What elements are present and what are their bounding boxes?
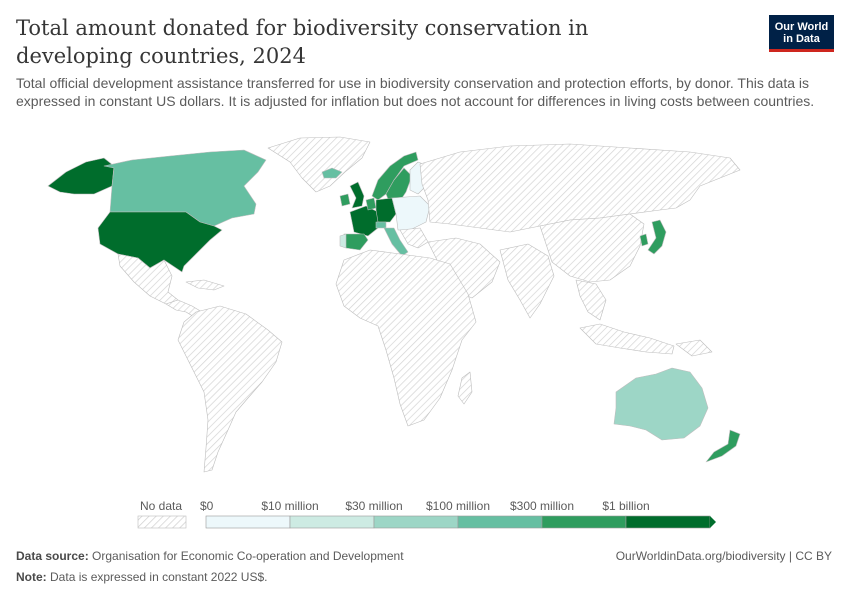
legend-bin-label: $100 million: [425, 499, 491, 513]
country-china[interactable]: [539, 213, 645, 283]
region-caribbean[interactable]: [185, 279, 225, 291]
country-switzerland[interactable]: [375, 221, 387, 229]
chart-subtitle: Total official development assistance tr…: [16, 75, 815, 109]
legend-bin-label: $0: [200, 499, 214, 513]
footer-source: Data source: Organisation for Economic C…: [16, 549, 404, 563]
legend-bin-label: $1 billion: [602, 499, 650, 513]
country-greenland[interactable]: [267, 136, 371, 193]
region-balkans[interactable]: [399, 227, 429, 249]
region-south-america[interactable]: [177, 305, 283, 473]
country-italy[interactable]: [383, 227, 409, 257]
country-canada[interactable]: [103, 149, 267, 227]
legend-swatch: [289, 515, 375, 529]
legend-arrow-tip: [710, 516, 716, 528]
country-ireland[interactable]: [339, 193, 351, 207]
source-url-link[interactable]: OurWorldinData.org/biodiversity | CC BY: [615, 549, 832, 563]
region-southeast-asia[interactable]: [575, 279, 607, 321]
legend-swatch: [457, 515, 543, 529]
legend-no-data-label: No data: [140, 499, 183, 513]
logo-line-2: in Data: [783, 33, 820, 45]
country-france[interactable]: [349, 205, 379, 237]
country-south-korea[interactable]: [639, 233, 649, 247]
region-south-asia[interactable]: [499, 243, 555, 319]
region-africa[interactable]: [335, 249, 477, 427]
country-papua-new-guinea[interactable]: [675, 339, 713, 357]
country-japan[interactable]: [647, 219, 667, 255]
region-eastern-europe[interactable]: [391, 195, 431, 231]
logo-line-1: Our World: [774, 21, 829, 33]
country-new-zealand[interactable]: [705, 429, 741, 463]
country-uk[interactable]: [349, 181, 365, 209]
legend-bin-label: $300 million: [509, 499, 575, 513]
legend-no-data-swatch: [137, 515, 187, 529]
chart-title: Total amount donated for biodiversity co…: [16, 16, 589, 68]
legend-swatch: [205, 515, 291, 529]
map-legend: [137, 515, 716, 529]
country-russia-and-central-asia[interactable]: [419, 143, 741, 233]
source-text: Organisation for Economic Co-operation a…: [92, 549, 404, 563]
region-indonesia[interactable]: [579, 323, 675, 355]
country-portugal[interactable]: [339, 233, 347, 249]
footer-note: Note: Data is expressed in constant 2022…: [16, 570, 267, 584]
country-australia[interactable]: [613, 367, 709, 441]
country-spain[interactable]: [343, 233, 369, 251]
legend-swatch: [625, 515, 711, 529]
country-madagascar[interactable]: [457, 371, 473, 405]
country-norway[interactable]: [371, 151, 419, 201]
legend-swatch: [541, 515, 627, 529]
note-label: Note:: [16, 570, 47, 584]
country-iceland[interactable]: [321, 167, 343, 179]
source-label: Data source:: [16, 549, 89, 563]
country-usa[interactable]: [97, 211, 223, 273]
legend-bin-label: $10 million: [261, 499, 319, 513]
note-text: Data is expressed in constant 2022 US$.: [50, 570, 268, 584]
world-map[interactable]: [0, 128, 850, 490]
country-netherlands-belgium[interactable]: [365, 197, 377, 211]
legend-bin-label: $30 million: [345, 499, 403, 513]
country-mexico[interactable]: [117, 253, 179, 305]
owid-logo[interactable]: Our World in Data: [769, 15, 834, 52]
legend-swatch: [373, 515, 459, 529]
country-usa-alaska[interactable]: [47, 157, 115, 195]
